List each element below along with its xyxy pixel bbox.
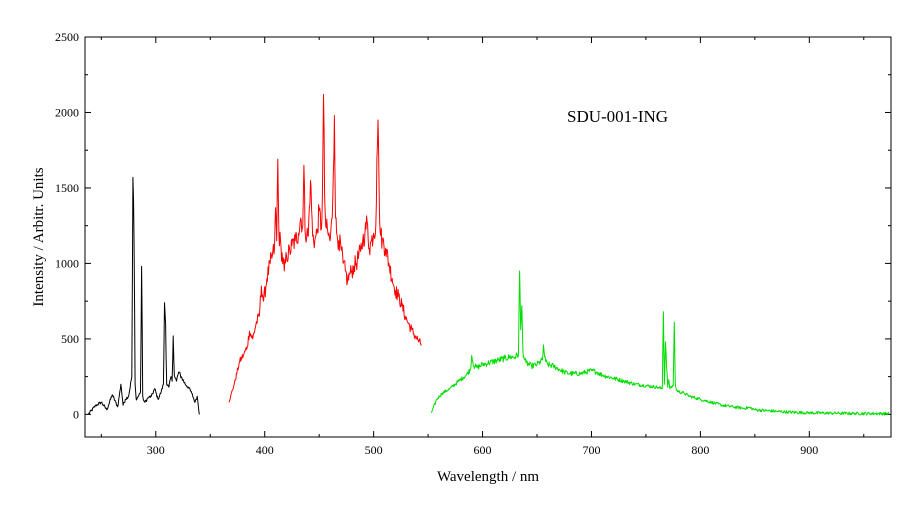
- x-tick-label: 900: [800, 443, 818, 457]
- x-tick-label: 600: [474, 443, 492, 457]
- y-tick-label: 1000: [55, 256, 79, 270]
- y-axis-title: Intensity / Arbitr. Units: [31, 167, 47, 306]
- sample-annotation: SDU-001-ING: [567, 107, 668, 126]
- x-tick-label: 500: [365, 443, 383, 457]
- y-tick-label: 500: [61, 332, 79, 346]
- y-tick-label: 2000: [55, 105, 79, 119]
- x-tick-label: 800: [691, 443, 709, 457]
- y-tick-label: 0: [73, 407, 79, 421]
- spectrum-series-3: [430, 270, 890, 416]
- x-axis-title: Wavelength / nm: [437, 469, 539, 485]
- plot-frame: [84, 36, 892, 438]
- x-tick-label: 300: [147, 443, 165, 457]
- x-tick-label: 700: [582, 443, 600, 457]
- x-tick-label: 400: [256, 443, 274, 457]
- spectrum-series-2: [228, 93, 422, 403]
- spectrum-series-1: [87, 176, 200, 415]
- series-group: [87, 93, 890, 416]
- y-tick-label: 2500: [55, 30, 79, 44]
- y-tick-label: 1500: [55, 181, 79, 195]
- axis-ticks: 300 400 500 600 700 800 900 0 500 1000 1500 2000 250…: [55, 30, 891, 457]
